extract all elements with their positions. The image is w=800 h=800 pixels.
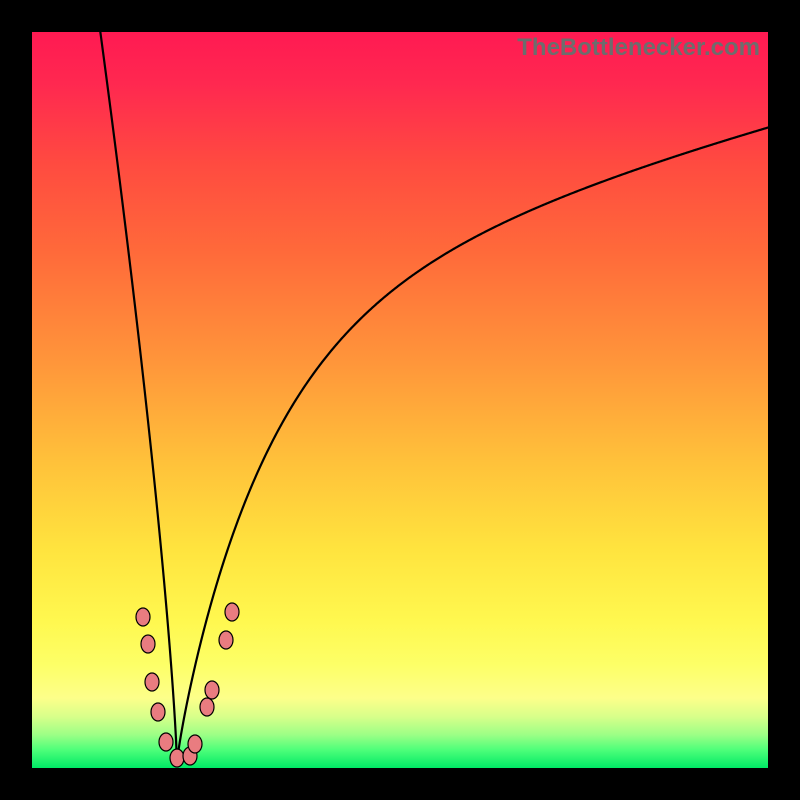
data-marker: [141, 635, 155, 653]
data-marker: [136, 608, 150, 626]
data-marker: [145, 673, 159, 691]
data-marker: [205, 681, 219, 699]
data-marker: [225, 603, 239, 621]
bottleneck-curve: [26, 0, 774, 764]
chart-frame: TheBottlenecker.com: [0, 0, 800, 800]
data-marker: [188, 735, 202, 753]
data-marker: [159, 733, 173, 751]
data-marker: [170, 749, 184, 767]
data-marker: [219, 631, 233, 649]
marker-group: [136, 603, 239, 767]
data-marker: [200, 698, 214, 716]
data-marker: [151, 703, 165, 721]
watermark-text: TheBottlenecker.com: [517, 34, 760, 62]
curve-layer: [32, 32, 768, 768]
plot-area: TheBottlenecker.com: [32, 32, 768, 768]
